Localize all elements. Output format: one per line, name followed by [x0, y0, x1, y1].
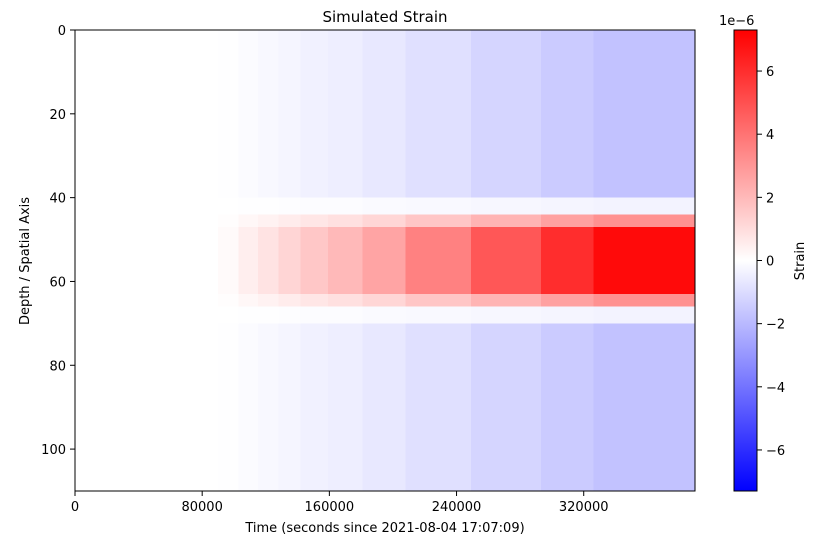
- y-tick-label: 60: [49, 275, 66, 290]
- y-axis-label: Depth / Spatial Axis: [18, 197, 33, 325]
- plot-frame: [74, 29, 696, 492]
- colorbar-tick-label: −4: [766, 381, 785, 396]
- heatmap-cell: [540, 226, 594, 295]
- x-tick-label: 0: [71, 500, 79, 515]
- chart-title: Simulated Strain: [322, 8, 447, 26]
- x-axis-ticks: 0 80000 160000 240000 320000: [71, 491, 609, 515]
- heatmap-cell: [593, 226, 695, 295]
- colorbar-ticks: 6 4 2 0 −2 −4 −6: [757, 65, 785, 459]
- y-tick-label: 100: [41, 443, 66, 458]
- y-tick-label: 0: [58, 24, 66, 39]
- heatmap-cell: [238, 226, 258, 295]
- colorbar-tick-label: 0: [766, 255, 774, 270]
- heatmap-cells: [75, 30, 695, 491]
- y-tick-label: 40: [49, 192, 66, 207]
- colorbar-tick-label: 6: [766, 65, 774, 80]
- colorbar-tick-label: −2: [766, 318, 785, 333]
- x-tick-label: 320000: [559, 500, 609, 515]
- colorbar: [733, 29, 758, 492]
- heatmap-cell: [218, 226, 239, 295]
- colorbar-exponent: 1e−6: [719, 14, 754, 29]
- colorbar-tick-label: 2: [766, 191, 774, 206]
- colorbar-tick-label: 4: [766, 128, 774, 143]
- y-axis-ticks: 0 20 40 60 80 100: [41, 24, 75, 458]
- x-tick-label: 160000: [305, 500, 355, 515]
- x-axis-label: Time (seconds since 2021-08-04 17:07:09): [244, 521, 524, 536]
- colorbar-tick-label: −6: [766, 444, 785, 459]
- y-tick-label: 80: [49, 359, 66, 374]
- y-tick-label: 20: [49, 108, 66, 123]
- heatmap-cell: [278, 226, 301, 295]
- heatmap-cell: [257, 226, 279, 295]
- heatmap-cell: [470, 226, 541, 295]
- heatmap-cell: [327, 226, 363, 295]
- x-tick-label: 80000: [181, 500, 222, 515]
- colorbar-label: Strain: [793, 242, 808, 281]
- x-tick-label: 240000: [432, 500, 482, 515]
- heatmap-cell: [362, 226, 406, 295]
- heatmap-cell: [405, 226, 471, 295]
- heatmap-cell: [75, 226, 219, 295]
- heatmap-cell: [300, 226, 328, 295]
